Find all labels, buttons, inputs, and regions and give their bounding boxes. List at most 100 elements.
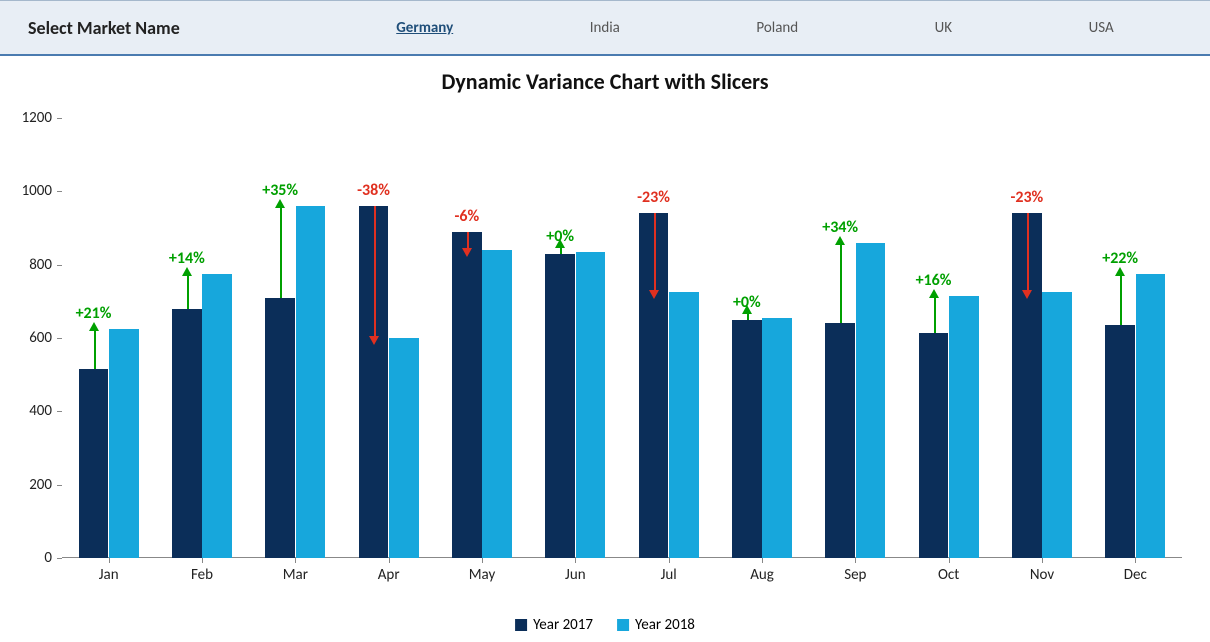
y-tick [57, 338, 62, 339]
x-tick [669, 558, 670, 563]
y-tick-label: 1200 [22, 109, 52, 127]
chart-title: Dynamic Variance Chart with Slicers [0, 68, 1210, 95]
arrow-up-icon [1120, 274, 1122, 325]
x-tick [109, 558, 110, 563]
bar-2018 [109, 329, 138, 558]
bar-2017 [79, 369, 108, 558]
arrow-up-icon [187, 274, 189, 309]
legend-item: Year 2018 [617, 616, 695, 634]
arrow-up-icon [840, 243, 842, 324]
x-tick-label: Oct [938, 566, 959, 584]
bar-2018 [1136, 274, 1165, 558]
y-tick-label: 0 [44, 549, 52, 567]
slicer-label: Select Market Name [28, 17, 328, 39]
y-tick [57, 485, 62, 486]
variance-label: +14% [169, 249, 205, 268]
bar-2017 [359, 206, 388, 558]
x-tick-label: May [469, 566, 496, 584]
bar-2017 [919, 333, 948, 559]
y-tick-label: 600 [29, 329, 52, 347]
y-tick [57, 558, 62, 559]
y-tick [57, 411, 62, 412]
arrow-up-icon [280, 206, 282, 298]
plot-area: Jan+21%Feb+14%Mar+35%Apr-38%May-6%Jun+0%… [62, 118, 1182, 558]
slicer-options: Germany India Poland UK USA [328, 15, 1182, 41]
slicer-option-india[interactable]: India [582, 15, 628, 41]
x-tick-label: Jan [99, 566, 119, 584]
variance-label: +21% [76, 304, 112, 323]
variance-label: +0% [546, 227, 574, 246]
arrow-head-icon [742, 305, 752, 314]
slicer-option-uk[interactable]: UK [927, 15, 960, 41]
y-tick [57, 118, 62, 119]
bar-2017 [732, 320, 761, 558]
x-tick-label: Apr [378, 566, 400, 584]
x-tick [575, 558, 576, 563]
arrow-head-icon [555, 239, 565, 248]
bar-2018 [576, 252, 605, 558]
arrow-head-icon [275, 199, 285, 208]
variance-label: +16% [916, 271, 952, 290]
bar-2018 [949, 296, 978, 558]
variance-label: +22% [1102, 249, 1138, 268]
variance-label: -23% [637, 188, 670, 207]
x-tick [202, 558, 203, 563]
y-tick-label: 200 [29, 476, 52, 494]
x-tick-label: Dec [1124, 566, 1147, 584]
slicer-option-poland[interactable]: Poland [748, 15, 806, 41]
arrow-head-icon [182, 267, 192, 276]
bar-2018 [202, 274, 231, 558]
slicer-option-germany[interactable]: Germany [388, 15, 461, 41]
x-tick-label: Jun [565, 566, 586, 584]
variance-label: -38% [357, 181, 390, 200]
legend-label: Year 2017 [533, 616, 593, 634]
arrow-up-icon [94, 329, 96, 369]
x-tick [762, 558, 763, 563]
bars-layer: Jan+21%Feb+14%Mar+35%Apr-38%May-6%Jun+0%… [62, 118, 1182, 558]
x-tick-label: Nov [1030, 566, 1054, 584]
market-slicer: Select Market Name Germany India Poland UK U… [0, 0, 1210, 56]
x-tick [1042, 558, 1043, 563]
bar-2018 [482, 250, 511, 558]
x-tick [855, 558, 856, 563]
x-tick [389, 558, 390, 563]
bar-2018 [856, 243, 885, 558]
bar-2017 [1012, 213, 1041, 558]
bar-2017 [639, 213, 668, 558]
legend-label: Year 2018 [635, 616, 695, 634]
bar-2017 [1105, 325, 1134, 558]
y-tick [57, 191, 62, 192]
arrow-head-icon [929, 289, 939, 298]
legend: Year 2017 Year 2018 [515, 616, 695, 634]
bar-2018 [389, 338, 418, 558]
arrow-up-icon [747, 312, 749, 320]
legend-item: Year 2017 [515, 616, 593, 634]
variance-label: +34% [822, 218, 858, 237]
bar-2017 [545, 254, 574, 558]
variance-label: +0% [733, 293, 761, 312]
bar-2018 [669, 292, 698, 558]
x-tick [482, 558, 483, 563]
variance-label: +35% [262, 181, 298, 200]
variance-label: -23% [1010, 188, 1043, 207]
variance-chart: Dynamic Variance Chart with Slicers 0 200… [0, 56, 1210, 642]
y-tick-label: 800 [29, 256, 52, 274]
arrow-head-icon [89, 322, 99, 331]
x-tick-label: Mar [283, 566, 308, 584]
x-tick-label: Jul [661, 566, 677, 584]
y-tick-label: 1000 [22, 182, 52, 200]
bar-2017 [825, 323, 854, 558]
legend-swatch [617, 619, 629, 631]
arrow-up-icon [560, 246, 562, 254]
arrow-up-icon [934, 296, 936, 333]
arrow-head-icon [835, 236, 845, 245]
x-tick [295, 558, 296, 563]
y-tick-label: 400 [29, 402, 52, 420]
x-tick-label: Sep [844, 566, 866, 584]
bar-2017 [172, 309, 201, 558]
slicer-option-usa[interactable]: USA [1081, 15, 1122, 41]
bar-2017 [265, 298, 294, 558]
x-tick-label: Feb [191, 566, 213, 584]
legend-swatch [515, 619, 527, 631]
x-tick-label: Aug [750, 566, 774, 584]
